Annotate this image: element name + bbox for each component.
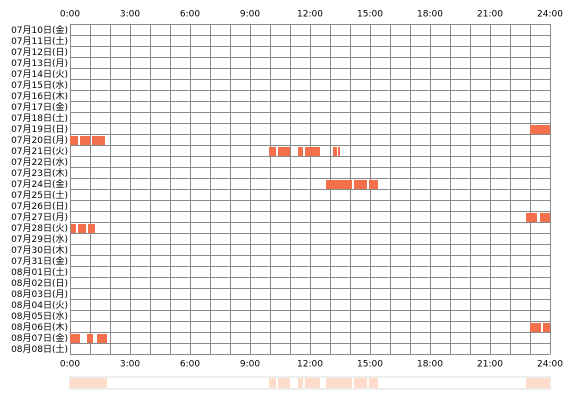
x-tick-label-bottom: 24:00 <box>537 360 563 370</box>
activity-segment <box>269 147 276 156</box>
activity-segment <box>78 224 86 233</box>
day-label: 07月26日(日) <box>11 201 68 212</box>
day-label: 07月27日(月) <box>11 212 68 223</box>
summary-segment <box>326 378 352 388</box>
x-tick-label-bottom: 15:00 <box>357 360 383 370</box>
activity-segment <box>543 323 550 332</box>
summary-segment <box>369 378 378 388</box>
activity-segment <box>530 323 541 332</box>
activity-segment <box>354 180 367 189</box>
activity-segment <box>97 334 107 343</box>
day-label: 07月24日(金) <box>11 178 68 190</box>
day-label: 07月30日(木) <box>11 244 68 256</box>
day-label: 08月01日(土) <box>11 266 68 278</box>
day-label: 07月25日(土) <box>11 189 68 201</box>
day-label: 07月14日(火) <box>11 69 68 80</box>
activity-segment <box>526 213 537 222</box>
activity-segment <box>326 180 352 189</box>
activity-segment <box>70 136 78 145</box>
day-label: 07月16日(木) <box>11 90 68 102</box>
activity-segment <box>71 224 76 233</box>
day-label: 07月23日(木) <box>11 167 68 179</box>
activity-segment <box>88 224 95 233</box>
x-tick-label-bottom: 6:00 <box>180 360 200 370</box>
summary-segment <box>305 378 320 388</box>
activity-segment <box>92 136 105 145</box>
activity-segment <box>278 147 290 156</box>
day-label: 08月02日(日) <box>11 278 68 289</box>
day-label: 07月29日(水) <box>11 233 68 245</box>
activity-segment <box>70 334 80 343</box>
activity-segment <box>369 180 378 189</box>
day-label: 07月20日(月) <box>11 135 68 146</box>
day-label: 08月07日(金) <box>11 332 68 344</box>
summary-segment <box>70 378 80 388</box>
activity-segment <box>540 213 550 222</box>
summary-segment <box>530 378 541 388</box>
summary-segment <box>298 378 303 388</box>
summary-segment <box>278 378 290 388</box>
day-label: 07月13日(月) <box>11 58 68 69</box>
activity-segment <box>298 147 303 156</box>
day-label: 07月21日(火) <box>11 146 68 157</box>
summary-segment <box>543 378 550 388</box>
summary-segment <box>78 378 86 388</box>
day-label: 07月17日(金) <box>11 101 68 113</box>
day-label: 07月28日(火) <box>11 223 68 234</box>
day-label: 08月06日(木) <box>11 321 68 333</box>
summary-segment <box>97 378 107 388</box>
x-tick-label-bottom: 18:00 <box>417 360 443 370</box>
summary-segment <box>87 378 93 388</box>
activity-segment <box>87 334 93 343</box>
activity-segment <box>338 147 340 156</box>
x-tick-label-bottom: 12:00 <box>297 360 323 370</box>
day-label: 07月15日(水) <box>11 79 68 91</box>
day-label: 07月31日(金) <box>11 255 68 267</box>
x-tick-label-top: 18:00 <box>417 10 443 20</box>
day-label: 08月05日(水) <box>11 310 68 322</box>
day-label: 07月19日(日) <box>11 124 68 135</box>
x-tick-label-bottom: 21:00 <box>477 360 503 370</box>
x-tick-label-top: 3:00 <box>120 10 140 20</box>
day-label: 08月08日(土) <box>11 343 68 355</box>
x-tick-label-top: 0:00 <box>60 10 80 20</box>
day-label: 07月22日(水) <box>11 156 68 168</box>
day-label: 07月11日(土) <box>11 35 68 47</box>
day-label: 07月18日(土) <box>11 112 68 124</box>
x-tick-label-bottom: 9:00 <box>240 360 260 370</box>
summary-segment <box>354 378 367 388</box>
summary-segment <box>269 378 276 388</box>
day-label: 07月10日(金) <box>11 24 68 36</box>
x-tick-label-top: 12:00 <box>297 10 323 20</box>
x-tick-label-top: 15:00 <box>357 10 383 20</box>
day-label: 08月04日(火) <box>11 300 68 311</box>
activity-segment <box>530 125 550 134</box>
activity-segment <box>333 147 337 156</box>
activity-segment <box>80 136 90 145</box>
activity-segment <box>305 147 320 156</box>
x-tick-label-bottom: 3:00 <box>120 360 140 370</box>
x-tick-label-top: 6:00 <box>180 10 200 20</box>
day-label: 08月03日(月) <box>11 289 68 300</box>
x-tick-label-top: 24:00 <box>537 10 563 20</box>
day-label: 07月12日(日) <box>11 47 68 58</box>
x-tick-label-top: 9:00 <box>240 10 260 20</box>
x-tick-label-top: 21:00 <box>477 10 503 20</box>
x-tick-label-bottom: 0:00 <box>60 360 80 370</box>
